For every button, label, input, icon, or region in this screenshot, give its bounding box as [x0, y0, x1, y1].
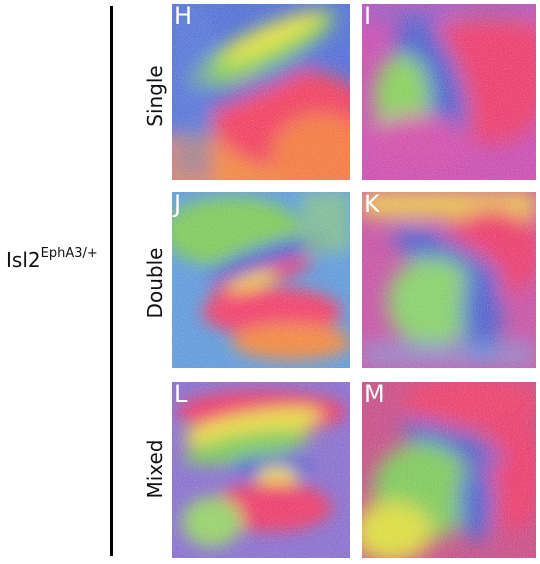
panel-letter-l: L [174, 382, 188, 408]
phase-map-panel-j: J [172, 192, 350, 368]
panel-letter-i: I [364, 4, 372, 30]
panel-letter-j: J [174, 192, 182, 218]
phase-map-panel-i: I [362, 4, 536, 180]
phase-map-panel-m: M [362, 382, 536, 558]
row-label-mixed: Mixed [143, 439, 167, 499]
genotype-superscript: EphA3/+ [40, 246, 98, 262]
vertical-divider [110, 6, 113, 556]
phase-map-panel-h: H [172, 4, 350, 180]
genotype-base: Isl2 [6, 248, 41, 272]
phase-map-panel-l: L [172, 382, 350, 558]
panel-letter-m: M [364, 382, 385, 408]
panel-letter-h: H [174, 4, 193, 30]
phase-map-panel-k: K [362, 192, 536, 368]
genotype-label: Isl2EphA3/+ [6, 246, 98, 272]
row-label-single: Single [143, 65, 167, 127]
row-label-double: Double [143, 247, 167, 319]
panel-letter-k: K [364, 192, 380, 218]
